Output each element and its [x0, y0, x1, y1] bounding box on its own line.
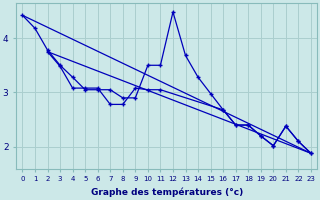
- X-axis label: Graphe des températures (°c): Graphe des températures (°c): [91, 188, 243, 197]
